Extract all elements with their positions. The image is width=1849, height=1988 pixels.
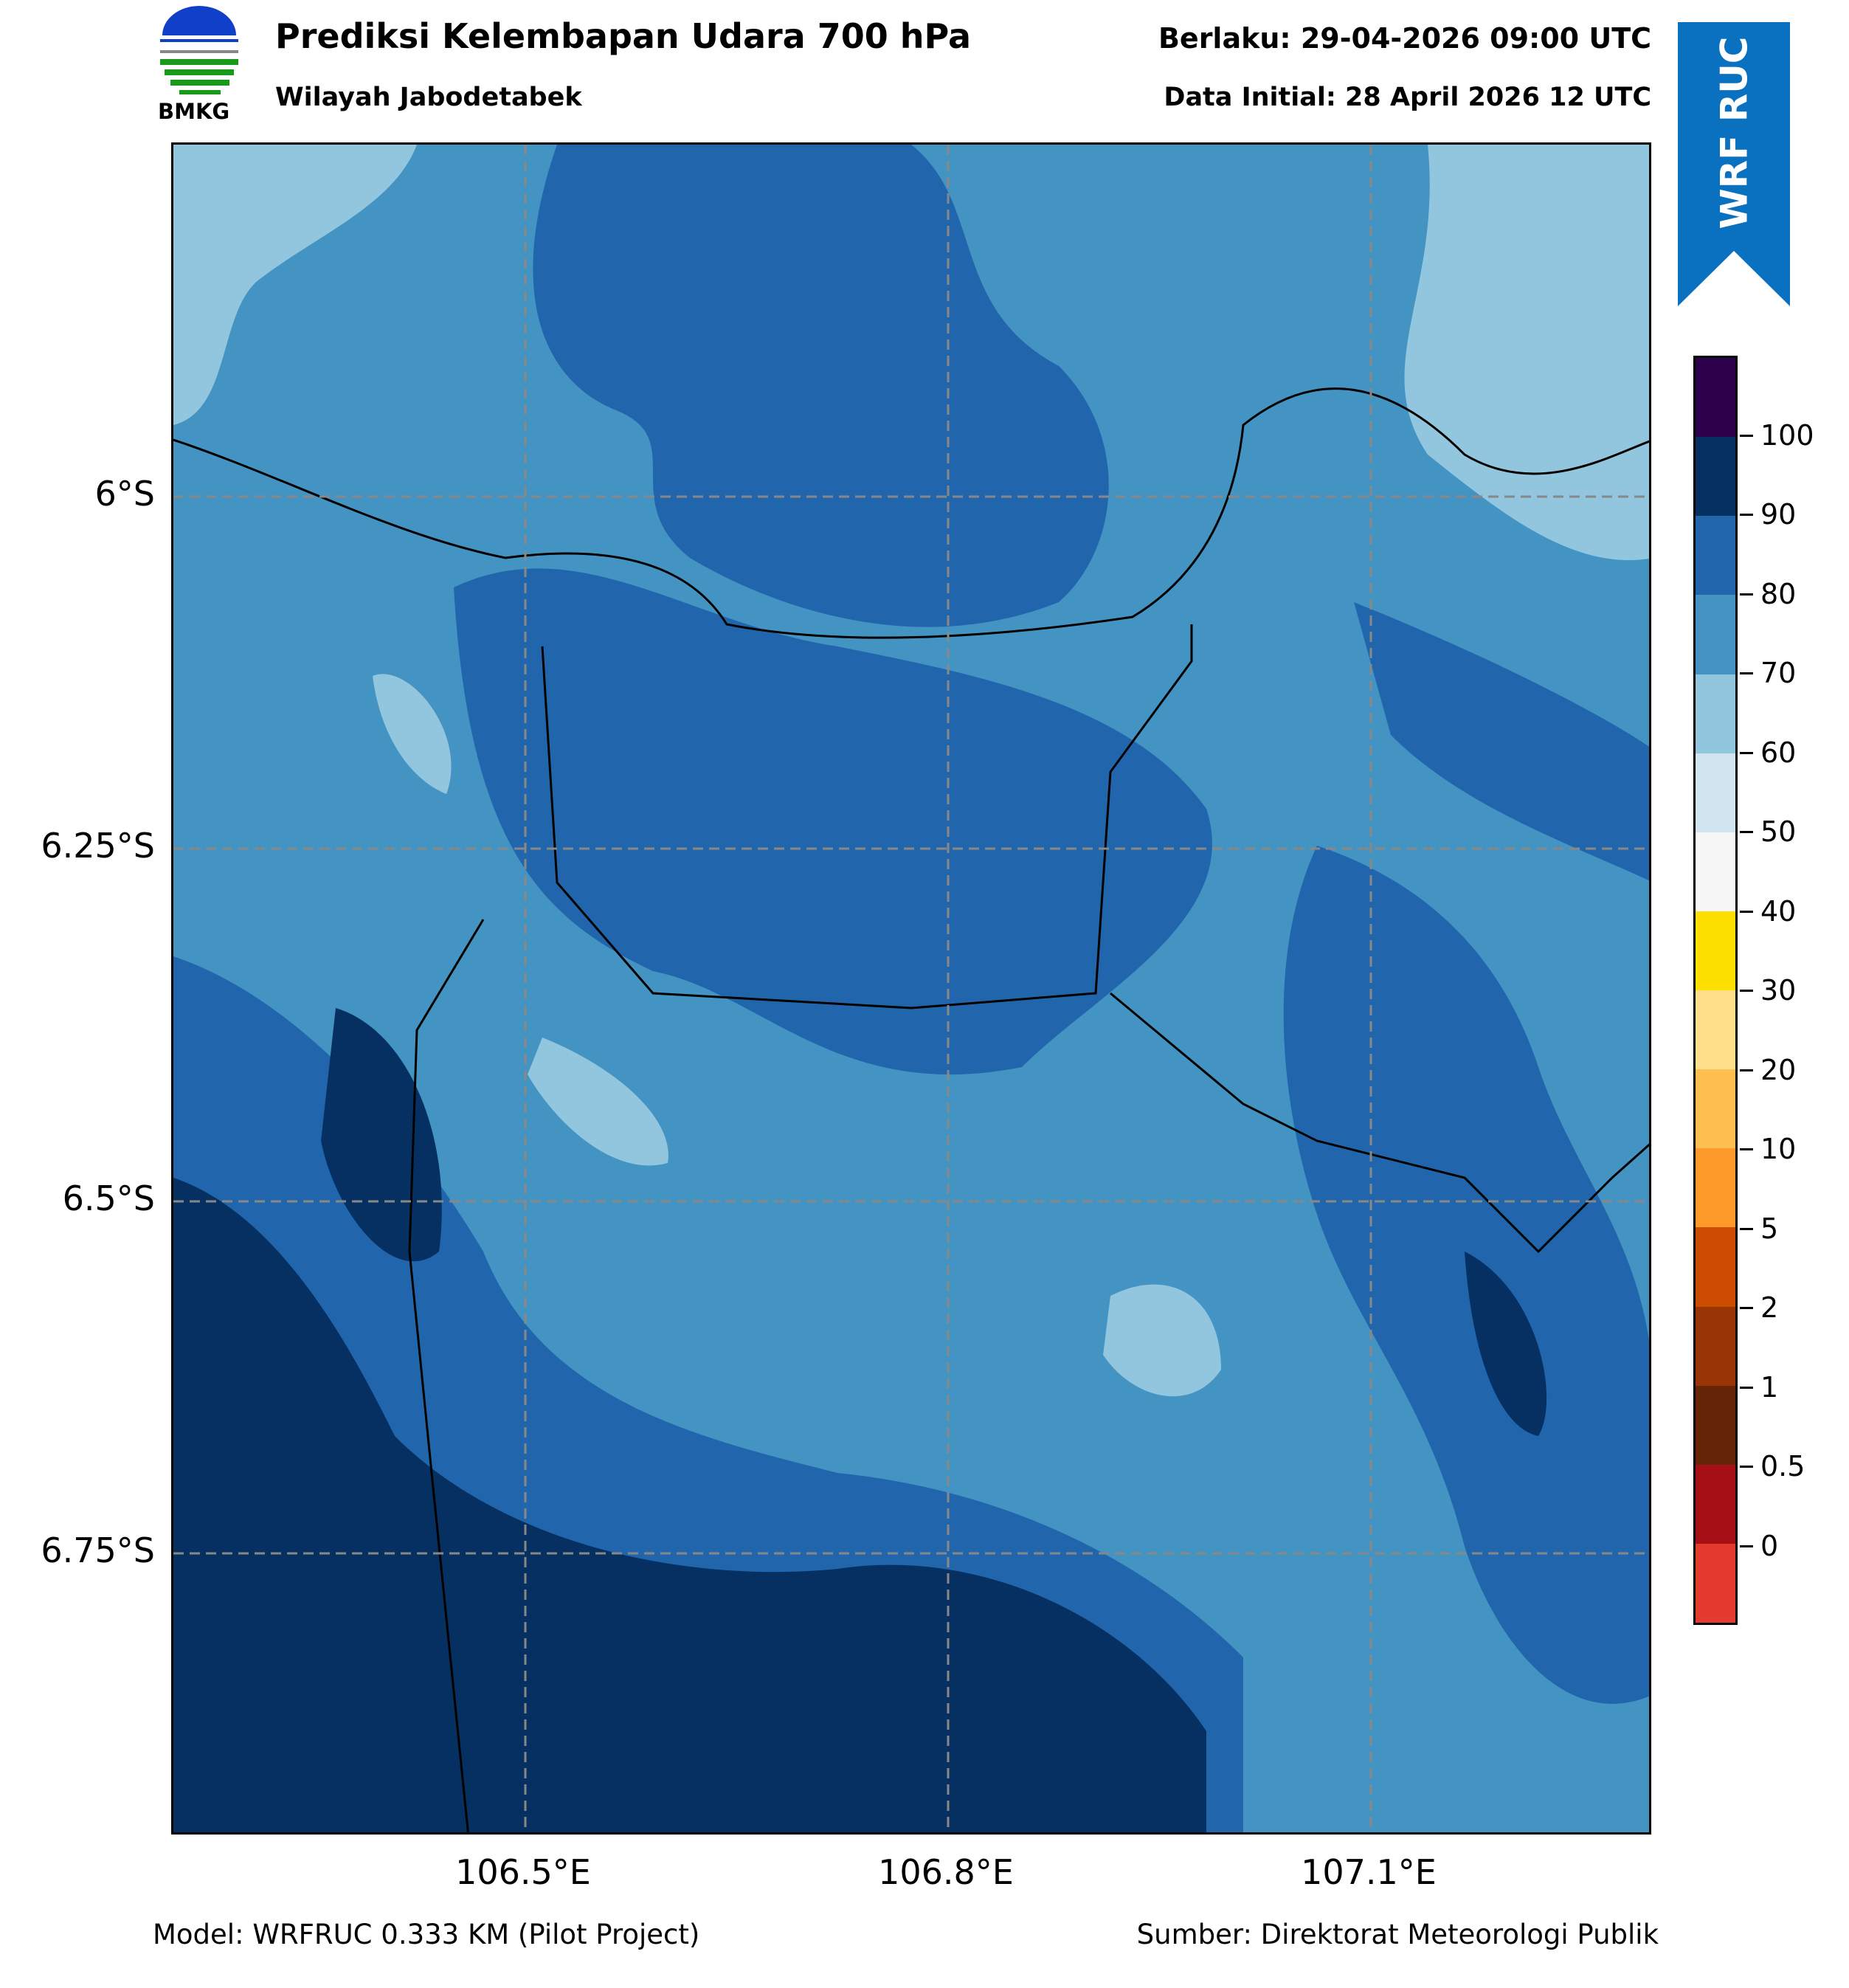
lat-label: 6.5°S [62, 1178, 155, 1218]
colorbar-tick [1740, 1386, 1753, 1389]
lat-label: 6°S [94, 474, 155, 514]
colorbar-tick [1740, 1227, 1753, 1230]
colorbar-tick [1740, 1466, 1753, 1468]
colorbar-segment [1696, 990, 1735, 1070]
ribbon-label: WRF RUC [1678, 22, 1790, 244]
colorbar-tick-label: 1 [1760, 1370, 1779, 1404]
logo-text: BMKG [158, 99, 230, 124]
wrf-ruc-ribbon [1678, 22, 1790, 306]
colorbar-tick-label: 60 [1760, 736, 1797, 769]
field-90-100-south [173, 1178, 1206, 1832]
colorbar-segment [1696, 674, 1735, 753]
source-info: Sumber: Direktorat Meteorologi Publik [1136, 1919, 1659, 1950]
colorbar-tick-label: 2 [1760, 1291, 1779, 1324]
humidity-field [173, 145, 1649, 1832]
colorbar-segment [1696, 516, 1735, 596]
colorbar-tick [1740, 514, 1753, 516]
colorbar-tick-label: 10 [1760, 1133, 1797, 1165]
lon-label: 107.1°E [1301, 1852, 1437, 1892]
province-border [541, 624, 1193, 1009]
colorbar-segment [1696, 832, 1735, 911]
colorbar-tick-label: 0 [1760, 1529, 1779, 1562]
field-60-70-south [1103, 1284, 1221, 1397]
colorbar-tick [1740, 990, 1753, 992]
colorbar-tick-label: 90 [1760, 498, 1797, 531]
colorbar-tick [1740, 593, 1753, 596]
colorbar-segment [1696, 1464, 1735, 1544]
valid-time: Berlaku: 29-04-2026 09:00 UTC [1158, 22, 1651, 55]
colorbar [1693, 356, 1738, 1625]
field-60-70-center [528, 1038, 668, 1166]
colorbar-segment [1696, 1306, 1735, 1386]
field-60-70-west [373, 674, 452, 794]
colorbar-tick [1740, 434, 1753, 437]
colorbar-segment [1696, 1385, 1735, 1465]
district-border-west [408, 919, 485, 1832]
colorbar-tick-label: 70 [1760, 657, 1797, 689]
colorbar-segment [1696, 1069, 1735, 1149]
field-80-90-east [1354, 602, 1649, 881]
colorbar-tick [1740, 1307, 1753, 1309]
district-border-east [1110, 992, 1649, 1254]
field-90-100-east [1465, 1252, 1547, 1436]
bmkg-logo [160, 6, 238, 94]
lon-label: 106.5°E [455, 1852, 591, 1892]
colorbar-tick-label: 50 [1760, 815, 1797, 848]
initial-data-time: Data Initial: 28 April 2026 12 UTC [1164, 83, 1651, 112]
model-info: Model: WRFRUC 0.333 KM (Pilot Project) [153, 1919, 700, 1950]
colorbar-tick [1740, 751, 1753, 754]
colorbar-tick-label: 80 [1760, 577, 1797, 610]
colorbar-tick-label: 0.5 [1760, 1450, 1805, 1483]
colorbar-tick-label: 40 [1760, 894, 1797, 928]
field-60-70-nw [173, 145, 417, 425]
colorbar-segment [1696, 358, 1735, 438]
lat-label: 6.25°S [41, 826, 155, 866]
humidity-map[interactable] [171, 142, 1651, 1835]
lon-label: 106.8°E [878, 1852, 1014, 1892]
colorbar-tick [1740, 910, 1753, 913]
colorbar-segment [1696, 753, 1735, 832]
lat-label: 6.75°S [41, 1530, 155, 1570]
colorbar-tick-label: 30 [1760, 974, 1797, 1007]
colorbar-tick [1740, 831, 1753, 833]
page-title: Prediksi Kelembapan Udara 700 hPa [275, 16, 972, 56]
colorbar-tick-label: 100 [1760, 418, 1814, 452]
field-80-90-southeast [1283, 846, 1649, 1704]
colorbar-tick [1740, 1148, 1753, 1150]
colorbar-segment [1696, 437, 1735, 517]
colorbar-segment [1696, 1227, 1735, 1307]
colorbar-tick [1740, 1545, 1753, 1547]
field-80-90-center [454, 568, 1212, 1075]
colorbar-tick-label: 5 [1760, 1212, 1779, 1245]
colorbar-tick [1740, 672, 1753, 674]
colorbar-segment [1696, 911, 1735, 990]
field-80-90-north [533, 145, 1109, 627]
colorbar-tick-label: 20 [1760, 1053, 1797, 1086]
ribbon-text: WRF RUC [1713, 36, 1756, 229]
colorbar-tick [1740, 1069, 1753, 1071]
gridlines [173, 145, 1649, 1832]
coastline [173, 387, 1649, 639]
colorbar-segment [1696, 1148, 1735, 1228]
colorbar-segment [1696, 1543, 1735, 1623]
colorbar-segment [1696, 595, 1735, 674]
region-subtitle: Wilayah Jabodetabek [275, 83, 582, 112]
